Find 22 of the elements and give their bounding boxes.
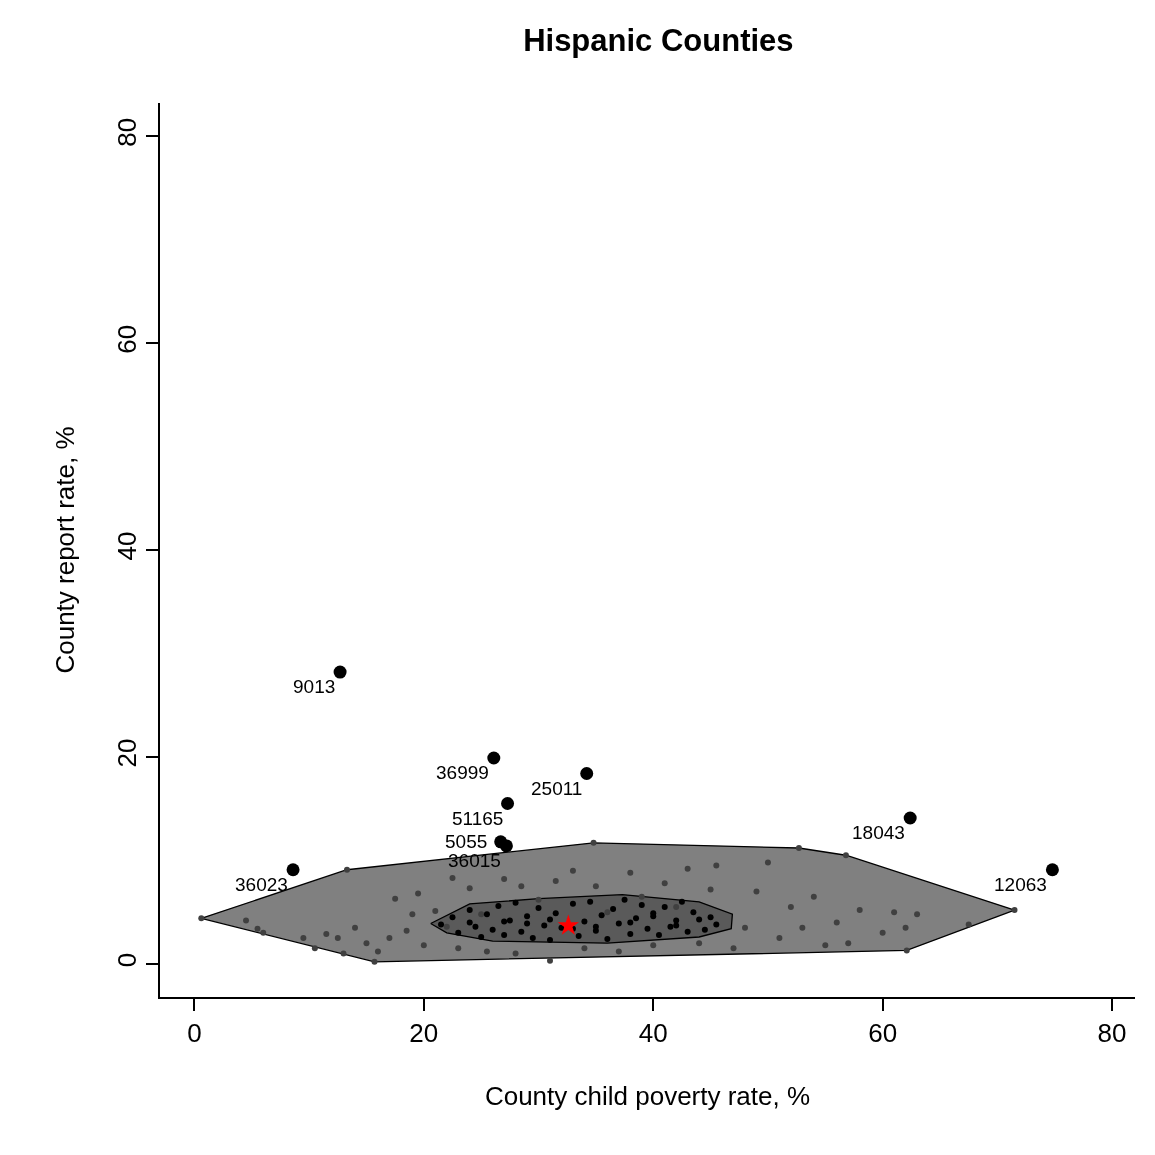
annotation: 36015 <box>448 850 501 871</box>
annotation: 36999 <box>436 762 489 783</box>
y-tick-label: 40 <box>111 531 142 561</box>
annotation: 5055 <box>445 831 488 852</box>
y-tick-label: 0 <box>111 952 142 968</box>
annotation: 9013 <box>293 676 336 697</box>
annotation: 25011 <box>531 778 583 799</box>
chart-title: Hispanic Counties <box>523 22 794 58</box>
y-tick-label: 20 <box>111 738 142 768</box>
x-tick-label: 80 <box>1097 1017 1127 1048</box>
y-tick-label: 60 <box>111 324 142 354</box>
x-tick-label: 60 <box>868 1017 898 1048</box>
x-tick-label: 40 <box>638 1017 668 1048</box>
x-tick-label: 0 <box>187 1017 202 1048</box>
annotation: 51165 <box>452 808 504 829</box>
annotation: 12063 <box>994 874 1047 895</box>
y-tick-label: 80 <box>111 117 142 147</box>
annotation: 18043 <box>852 822 905 843</box>
annotation: 36023 <box>235 874 288 895</box>
x-axis-title: County child poverty rate, % <box>484 1081 811 1112</box>
y-axis-title: County report rate, % <box>49 426 80 674</box>
x-tick-label: 20 <box>409 1017 439 1048</box>
